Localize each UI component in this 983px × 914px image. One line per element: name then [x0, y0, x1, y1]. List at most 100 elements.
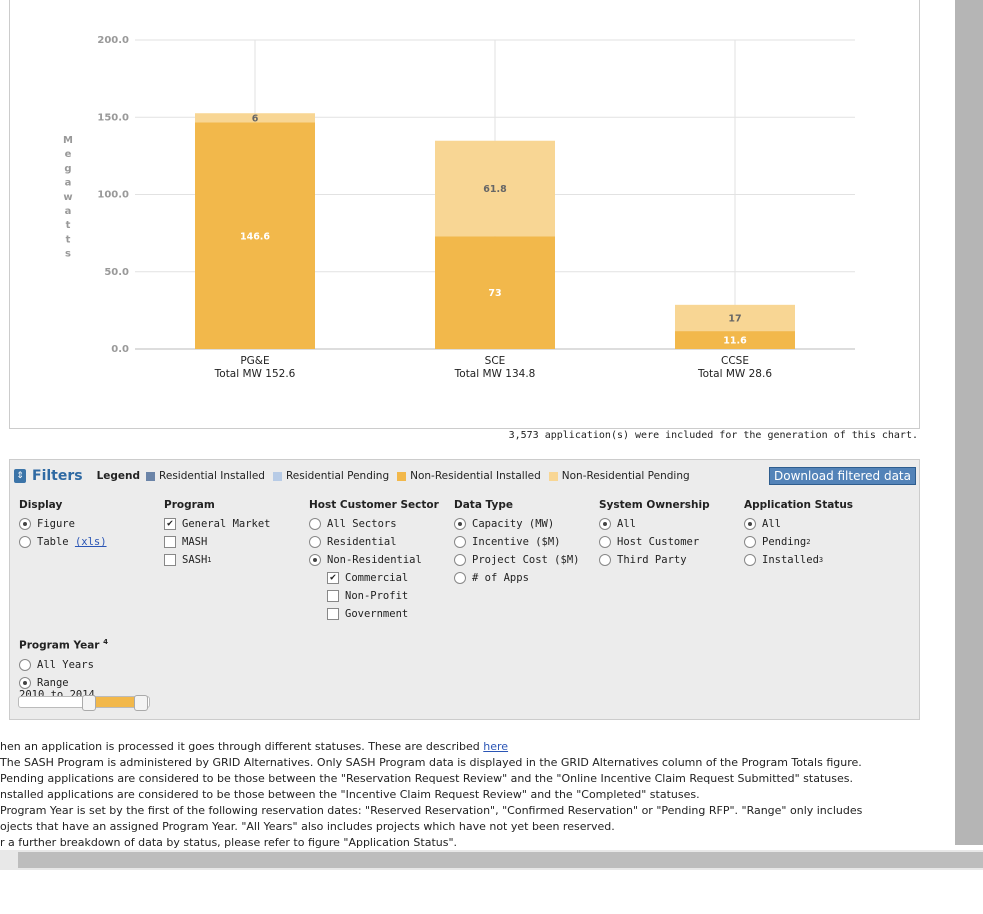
status-installed-option[interactable]: Installed 3	[744, 551, 853, 569]
radio-icon[interactable]	[309, 518, 321, 530]
checkbox-checked-icon[interactable]: ✔	[327, 572, 339, 584]
year-all-option[interactable]: All Years	[19, 656, 108, 674]
sector-all-option[interactable]: All Sectors	[309, 515, 439, 533]
y-tick-label: 100.0	[97, 190, 129, 201]
radio-icon[interactable]	[599, 518, 611, 530]
datatype-cost-option[interactable]: Project Cost ($M)	[454, 551, 579, 569]
option-label: Capacity (MW)	[472, 518, 555, 530]
sector-commercial-option[interactable]: ✔ Commercial	[327, 569, 439, 587]
table-xls-link[interactable]: (xls)	[74, 536, 107, 548]
sector-group: Host Customer Sector All Sectors Residen…	[309, 499, 439, 623]
program-year-group: Program Year 4 All Years Range 2010 to 2…	[19, 638, 108, 701]
option-label: Incentive ($M)	[472, 536, 561, 548]
year-range-option[interactable]: Range	[19, 674, 108, 692]
collapse-toggle-icon[interactable]: ⇕	[14, 469, 26, 483]
legend-item: Non-Residential Pending	[548, 470, 690, 482]
footnote-2: The SASH Program is administered by GRID…	[0, 756, 862, 769]
y-tick-label: 150.0	[97, 112, 129, 123]
option-label: General Market	[182, 518, 271, 530]
vertical-scrollbar[interactable]	[955, 0, 983, 845]
scrollbar-thumb[interactable]	[18, 852, 983, 868]
checkbox-icon[interactable]	[164, 536, 176, 548]
year-range-slider[interactable]	[18, 695, 150, 711]
program-general-option[interactable]: ✔ General Market	[164, 515, 271, 533]
footnote-5: Program Year is set by the first of the …	[0, 804, 863, 817]
bar-segment	[435, 140, 555, 237]
radio-icon[interactable]	[599, 554, 611, 566]
option-label: MASH	[182, 536, 208, 548]
ownership-third-option[interactable]: Third Party	[599, 551, 710, 569]
legend-swatch	[146, 471, 156, 481]
checkbox-icon[interactable]	[164, 554, 176, 566]
horizontal-scrollbar[interactable]	[0, 850, 983, 870]
y-axis-label-letter: e	[65, 149, 72, 160]
datatype-title: Data Type	[454, 499, 513, 511]
datatype-incentive-option[interactable]: Incentive ($M)	[454, 533, 579, 551]
x-category-total: Total MW 28.6	[697, 368, 772, 380]
datatype-apps-option[interactable]: # of Apps	[454, 569, 579, 587]
ownership-host-option[interactable]: Host Customer	[599, 533, 710, 551]
option-label: Government	[345, 608, 409, 620]
sector-nonres-option[interactable]: Non-Residential	[309, 551, 439, 569]
status-title: Application Status	[744, 499, 854, 511]
status-all-option[interactable]: All	[744, 515, 853, 533]
ownership-all-option[interactable]: All	[599, 515, 710, 533]
option-label: Host Customer	[617, 536, 700, 548]
download-filtered-data-button[interactable]: Download filtered data	[769, 467, 916, 485]
radio-icon[interactable]	[454, 518, 466, 530]
footnote-4: nstalled applications are considered to …	[0, 788, 700, 801]
filters-title[interactable]: Filters	[32, 468, 83, 484]
data-label: 73	[488, 288, 501, 299]
radio-icon[interactable]	[19, 676, 31, 689]
legend-swatch	[397, 471, 407, 481]
option-label: Residential	[327, 536, 397, 548]
radio-icon[interactable]	[309, 536, 321, 548]
radio-icon[interactable]	[744, 554, 756, 566]
radio-icon[interactable]	[19, 518, 31, 530]
display-figure-option[interactable]: Figure	[19, 515, 107, 533]
statuses-here-link[interactable]: here	[483, 740, 509, 753]
legend-swatch	[548, 471, 558, 481]
radio-icon[interactable]	[19, 536, 31, 548]
checkbox-icon[interactable]	[327, 608, 339, 620]
data-label: 11.6	[723, 336, 747, 347]
footnote-1-text: hen an application is processed it goes …	[0, 740, 484, 753]
status-pending-option[interactable]: Pending 2	[744, 533, 853, 551]
data-label: 61.8	[483, 184, 507, 195]
radio-icon[interactable]	[454, 536, 466, 548]
footnote-marker: 4	[103, 638, 109, 646]
legend-label: Legend	[96, 470, 141, 482]
slider-end-handle[interactable]	[133, 695, 148, 711]
applications-count-note: 3,573 application(s) were included for t…	[508, 430, 918, 441]
program-sash-option[interactable]: SASH 1	[164, 551, 271, 569]
radio-icon[interactable]	[454, 572, 466, 584]
slider-range-fill	[87, 697, 140, 707]
display-table-option[interactable]: Table (xls)	[19, 533, 107, 551]
option-label: Installed	[762, 554, 819, 566]
legend-label-text: Non-Residential Installed	[410, 470, 541, 482]
radio-icon[interactable]	[309, 554, 321, 566]
footnote-3: Pending applications are considered to b…	[0, 772, 853, 785]
option-label: Project Cost ($M)	[472, 554, 580, 566]
checkbox-checked-icon[interactable]: ✔	[164, 518, 176, 530]
slider-start-handle[interactable]	[81, 695, 96, 711]
legend-item: Non-Residential Installed	[397, 470, 541, 482]
radio-icon[interactable]	[599, 536, 611, 548]
radio-icon[interactable]	[19, 658, 31, 671]
legend-label-text: Residential Pending	[285, 470, 390, 482]
display-title: Display	[19, 499, 63, 511]
option-label: Pending	[762, 536, 807, 548]
sector-nonprofit-option[interactable]: Non-Profit	[327, 587, 439, 605]
radio-icon[interactable]	[744, 518, 756, 530]
radio-icon[interactable]	[744, 536, 756, 548]
data-label: 6	[252, 113, 259, 124]
option-label: All Years	[37, 658, 94, 671]
datatype-group: Data Type Capacity (MW) Incentive ($M) P…	[454, 499, 579, 587]
program-mash-option[interactable]: MASH	[164, 533, 271, 551]
sector-residential-option[interactable]: Residential	[309, 533, 439, 551]
footnote-6: ojects that have an assigned Program Yea…	[0, 820, 615, 833]
radio-icon[interactable]	[454, 554, 466, 566]
sector-government-option[interactable]: Government	[327, 605, 439, 623]
checkbox-icon[interactable]	[327, 590, 339, 602]
datatype-capacity-option[interactable]: Capacity (MW)	[454, 515, 579, 533]
